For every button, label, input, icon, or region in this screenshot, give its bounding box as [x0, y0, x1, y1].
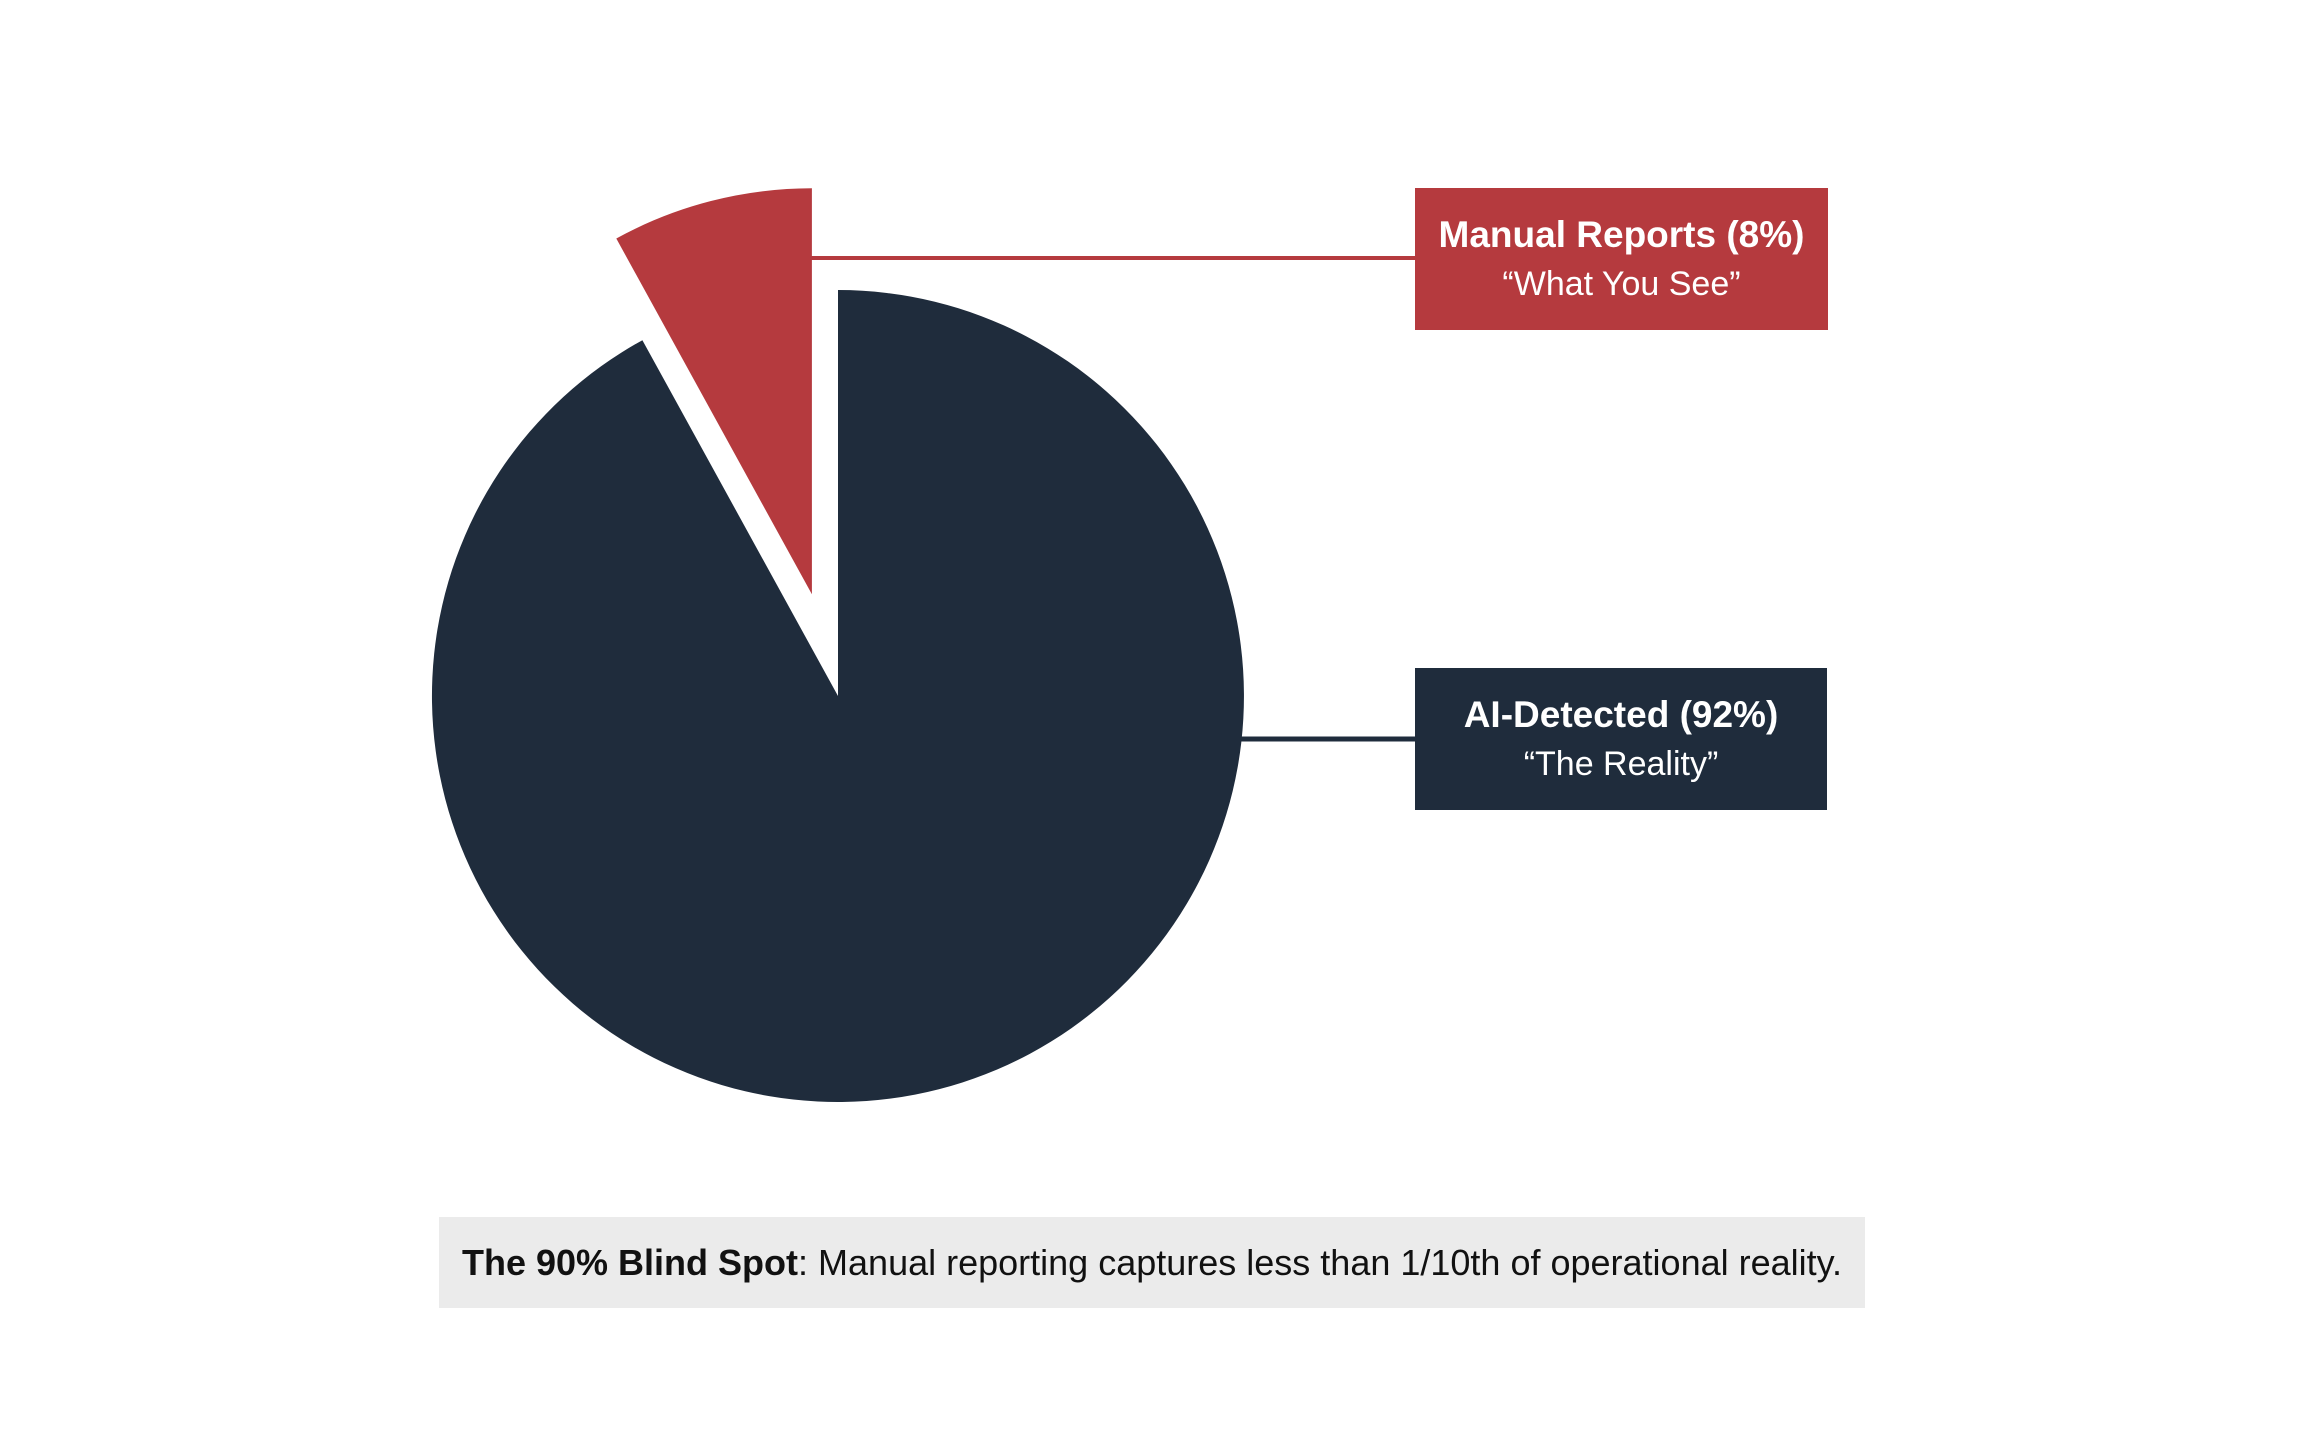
- callout-manual-subtitle: “What You See”: [1502, 264, 1741, 303]
- callout-ai-detected: AI-Detected (92%) “The Reality”: [1415, 668, 1827, 810]
- callout-ai-title: AI-Detected (92%): [1463, 694, 1779, 736]
- callout-ai-subtitle: “The Reality”: [1523, 744, 1719, 783]
- caption-bold-text: The 90% Blind Spot: [462, 1241, 799, 1283]
- pie-slice-major: [431, 290, 1244, 1102]
- pie-slice-minor: [616, 188, 812, 595]
- callout-manual-title: Manual Reports (8%): [1438, 214, 1805, 256]
- callout-manual-reports: Manual Reports (8%) “What You See”: [1415, 188, 1828, 330]
- caption-rest-text: : Manual reporting captures less than 1/…: [798, 1241, 1842, 1283]
- caption-bar: The 90% Blind Spot: Manual reporting cap…: [439, 1217, 1865, 1308]
